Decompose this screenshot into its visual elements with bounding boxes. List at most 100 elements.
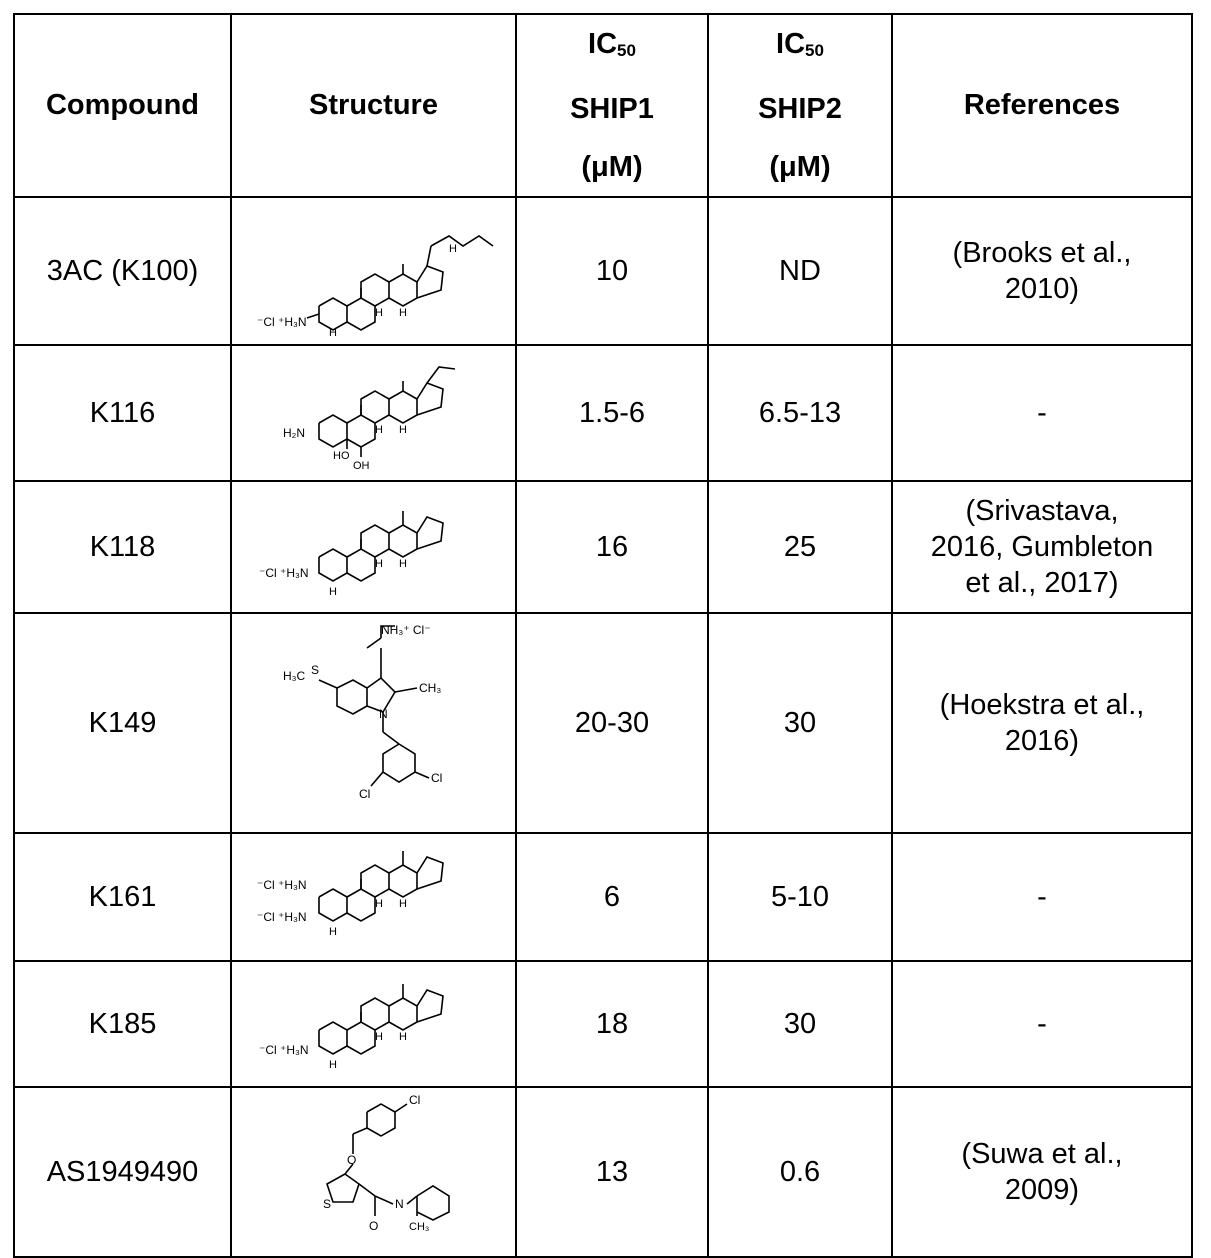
reference-cell: - — [891, 344, 1193, 482]
reference-line: - — [1037, 397, 1047, 429]
compound-cell: K116 — [13, 344, 232, 482]
nitrogen-label: N — [379, 707, 388, 721]
compound-cell: K149 — [13, 612, 232, 834]
methyl-label: CH₃ — [419, 681, 441, 695]
sulfur-label: S — [323, 1197, 331, 1211]
thiophene-structure-image: Cl O S O N CH₃ — [323, 1093, 450, 1233]
compound-cell: K161 — [13, 832, 232, 962]
indole-structure-image: NH₃⁺ Cl⁻ H₃C S CH₃ N Cl Cl — [283, 623, 442, 801]
steroid-structure-image: ⁻Cl ⁺H₃N H H H — [259, 511, 444, 598]
reference-line: et al., 2017) — [965, 567, 1119, 599]
reference-cell: - — [891, 960, 1193, 1088]
reference-line: (Hoekstra et al., — [939, 689, 1145, 721]
ic50-ship1-cell: 16 — [515, 480, 709, 614]
h-label: H — [329, 327, 337, 336]
reference-line: (Suwa et al., — [961, 1138, 1123, 1170]
h-label: H — [375, 898, 383, 910]
reference-cell: (Brooks et al., 2010) — [891, 196, 1193, 346]
reference-cell: - — [891, 832, 1193, 962]
structure-cell: ⁻Cl ⁺H₃N H H H H — [230, 196, 517, 346]
ship2-label: SHIP2 — [758, 93, 842, 125]
h-label: H — [329, 926, 337, 938]
reference-line: 2016, Gumbleton — [930, 531, 1154, 563]
ic50-ship1-cell: 20-30 — [515, 612, 709, 834]
h-label: H — [399, 558, 407, 570]
table-row: K185 ⁻Cl ⁺H₃N H H H 18 30 - — [13, 960, 1193, 1088]
ic50-ship2-cell: 30 — [707, 960, 893, 1088]
h-label: H — [399, 424, 407, 436]
compound-table: Compound Structure IC50 SHIP1 (μM) IC50 … — [13, 13, 1193, 1258]
header-row: Compound Structure IC50 SHIP1 (μM) IC50 … — [13, 13, 1193, 198]
ic50-ship2-cell: 25 — [707, 480, 893, 614]
amine-label: H₂N — [283, 426, 305, 440]
h-label: H — [329, 1059, 337, 1071]
header-structure: Structure — [230, 13, 517, 198]
h-label: H — [399, 1031, 407, 1043]
unit-label: (μM) — [581, 151, 643, 183]
steroid-structure-image: ⁻Cl ⁺H₃N H H H — [259, 984, 444, 1071]
oh-label: OH — [353, 460, 370, 472]
chlorine-label: Cl — [409, 1093, 420, 1107]
ic50-ship2-cell: 0.6 — [707, 1086, 893, 1258]
reference-line: - — [1037, 1008, 1047, 1040]
ho-label: HO — [333, 450, 350, 462]
table-row: K149 NH₃⁺ Cl⁻ H₃C — [13, 612, 1193, 834]
reference-line: 2010) — [1004, 273, 1080, 305]
ic50-ship2-cell: 30 — [707, 612, 893, 834]
header-ic50-ship2: IC50 SHIP2 (μM) — [707, 13, 893, 198]
ammonium-chloride-label: ⁻Cl ⁺H₃N — [259, 1043, 309, 1057]
reference-line: 2016) — [1004, 725, 1080, 757]
ammonium-chloride-label: ⁻Cl ⁺H₃N — [259, 566, 309, 580]
ic50-ship1-cell: 1.5-6 — [515, 344, 709, 482]
h-label: H — [375, 558, 383, 570]
table-row: K161 ⁻Cl ⁺H₃N ⁻Cl ⁺H₃N H H H 6 5- — [13, 832, 1193, 962]
table-row: K116 H₂N HO OH H H — [13, 344, 1193, 482]
ic50-ship1-cell: 6 — [515, 832, 709, 962]
chlorine-label: Cl — [359, 787, 370, 801]
sulfur-label: S — [311, 663, 319, 677]
chlorine-label: Cl — [431, 771, 442, 785]
ic50-ship1-cell: 10 — [515, 196, 709, 346]
ammonium-chloride-label: ⁻Cl ⁺H₃N — [257, 315, 307, 329]
structure-cell: ⁻Cl ⁺H₃N H H H — [230, 960, 517, 1088]
ic50-ship1-cell: 18 — [515, 960, 709, 1088]
compound-cell: 3AC (K100) — [13, 196, 232, 346]
reference-line: (Brooks et al., — [952, 237, 1132, 269]
ic50-label: IC50 — [588, 28, 636, 60]
structure-cell: NH₃⁺ Cl⁻ H₃C S CH₃ N Cl Cl — [230, 612, 517, 834]
h-label: H — [399, 898, 407, 910]
reference-line: (Srivastava, — [965, 495, 1119, 527]
h-label: H — [329, 586, 337, 598]
reference-cell: (Suwa et al., 2009) — [891, 1086, 1193, 1258]
reference-line: 2009) — [1004, 1174, 1080, 1206]
ic50-label: IC50 — [776, 28, 824, 60]
reference-cell: (Hoekstra et al., 2016) — [891, 612, 1193, 834]
ammonium-chloride-label: ⁻Cl ⁺H₃N — [257, 910, 307, 924]
steroid-structure-image: ⁻Cl ⁺H₃N ⁻Cl ⁺H₃N H H H — [257, 851, 444, 938]
ammonium-chloride-label: ⁻Cl ⁺H₃N — [257, 878, 307, 892]
ship1-label: SHIP1 — [570, 93, 654, 125]
h-label: H — [375, 307, 383, 319]
ic50-ship2-cell: 6.5-13 — [707, 344, 893, 482]
table-row: AS1949490 Cl O — [13, 1086, 1193, 1258]
unit-label: (μM) — [769, 151, 831, 183]
ic50-ship2-cell: ND — [707, 196, 893, 346]
structure-cell: ⁻Cl ⁺H₃N H H H — [230, 480, 517, 614]
oxygen-label: O — [347, 1153, 356, 1167]
table-row: 3AC (K100) ⁻Cl ⁺H₃N H H H — [13, 196, 1193, 346]
h-label: H — [449, 243, 457, 255]
methylthio-label: H₃C — [283, 669, 306, 683]
compound-cell: AS1949490 — [13, 1086, 232, 1258]
nitrogen-label: N — [395, 1197, 404, 1211]
ic50-ship2-cell: 5-10 — [707, 832, 893, 962]
oxygen-label: O — [369, 1219, 378, 1233]
h-label: H — [375, 1031, 383, 1043]
steroid-structure-image: ⁻Cl ⁺H₃N H H H H — [257, 235, 493, 336]
header-references: References — [891, 13, 1193, 198]
ic50-ship1-cell: 13 — [515, 1086, 709, 1258]
reference-cell: (Srivastava, 2016, Gumbleton et al., 201… — [891, 480, 1193, 614]
header-ic50-ship1: IC50 SHIP1 (μM) — [515, 13, 709, 198]
compound-cell: K118 — [13, 480, 232, 614]
h-label: H — [375, 424, 383, 436]
methyl-label: CH₃ — [409, 1221, 429, 1233]
